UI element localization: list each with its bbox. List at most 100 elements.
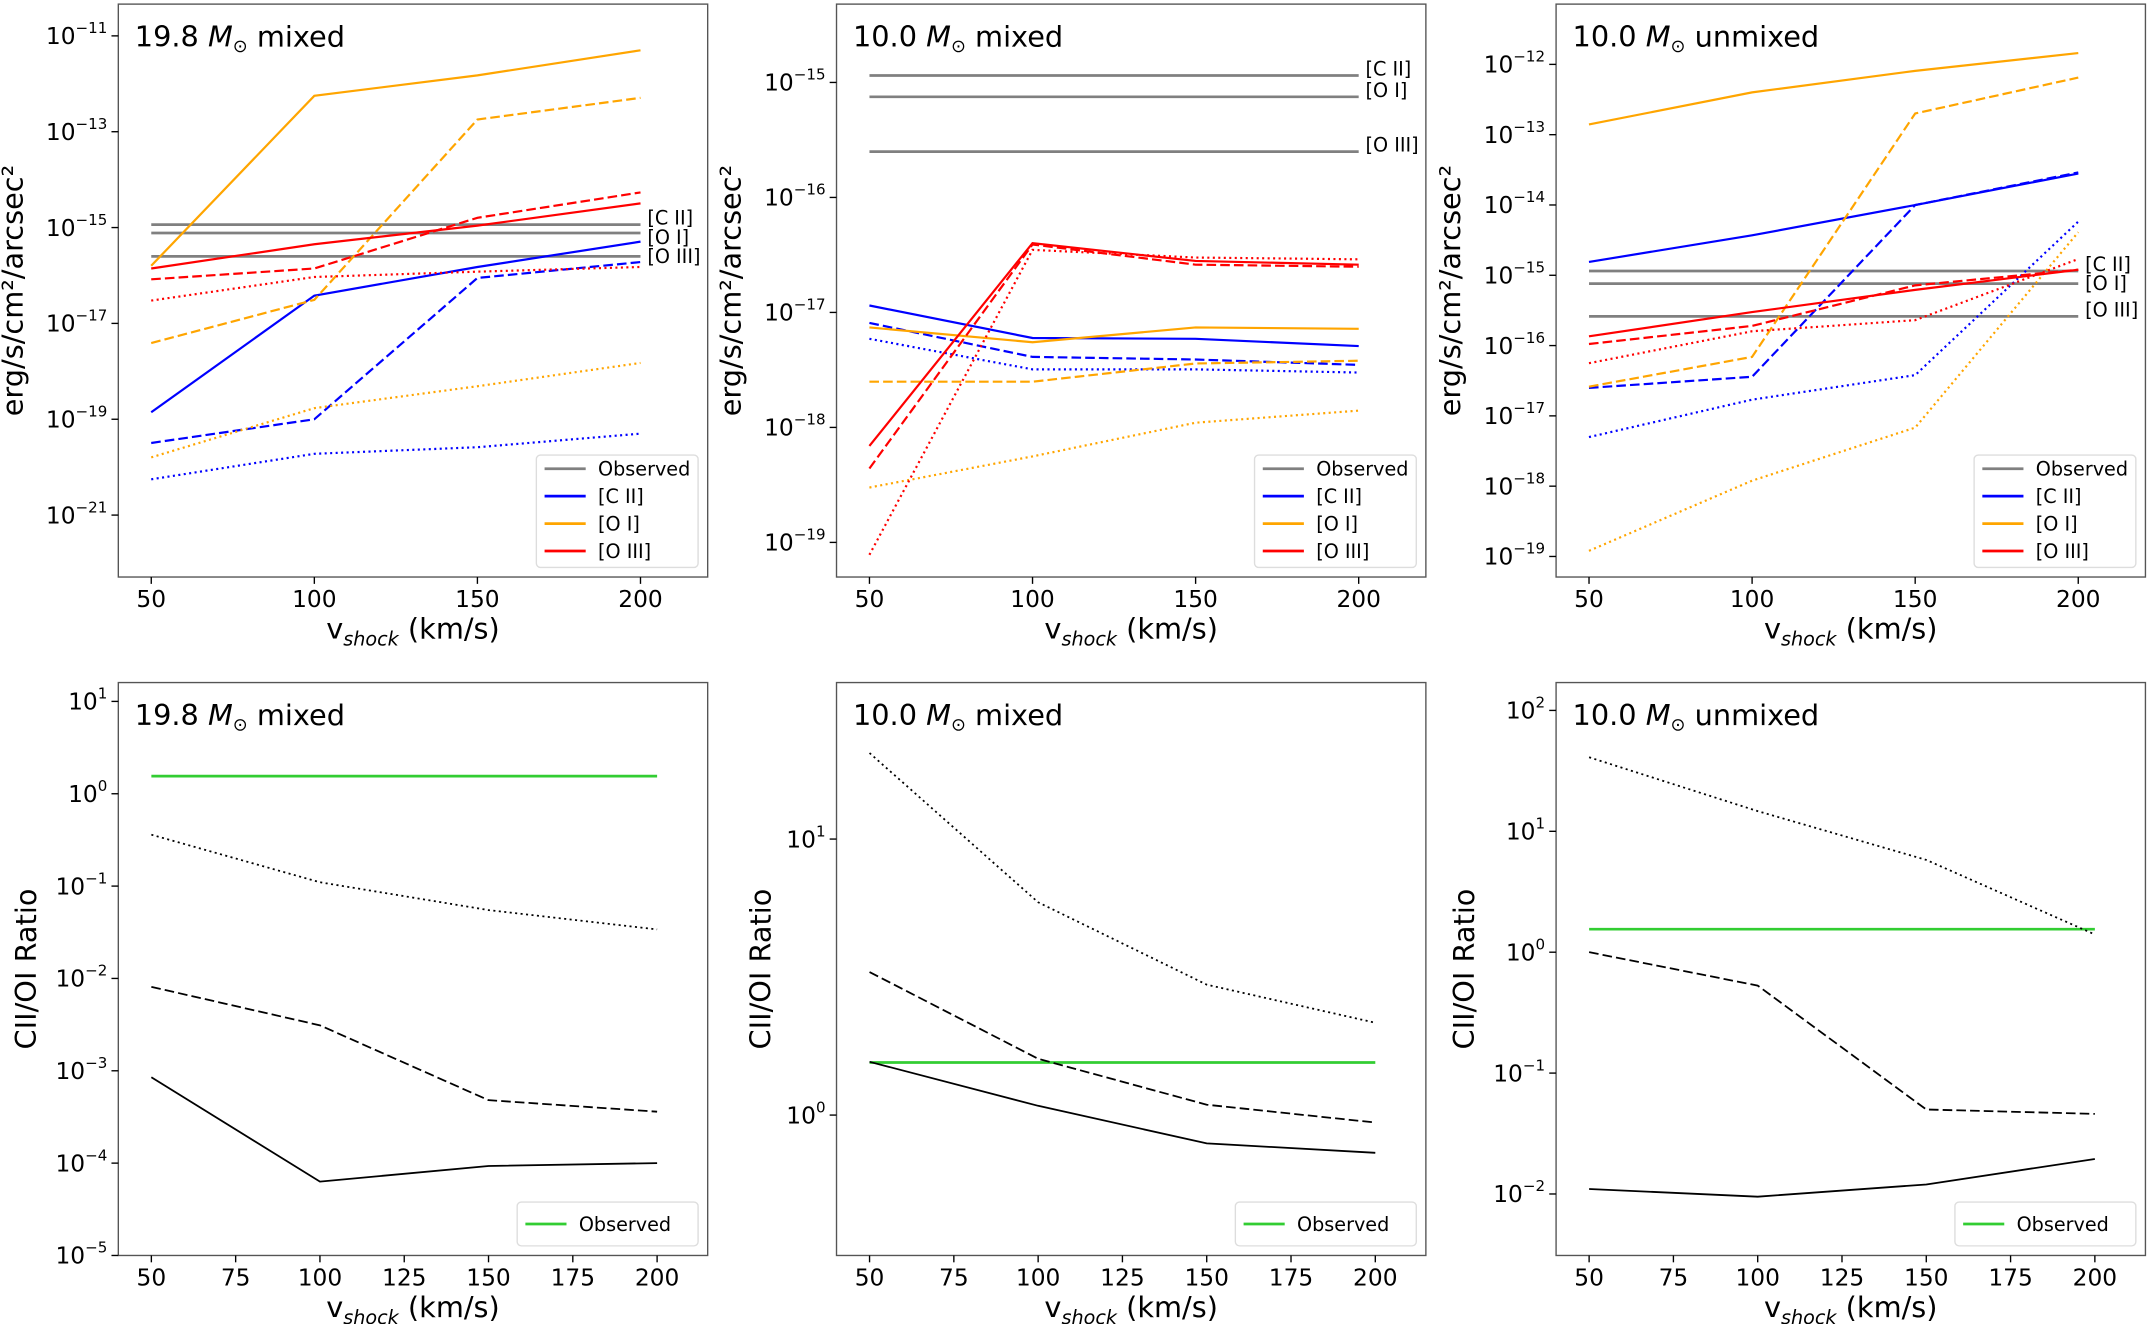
- x-label-unit: (km/s): [1117, 612, 1218, 646]
- y-tick-label: 10−15: [46, 211, 107, 242]
- series-line-oiii-solid: [1588, 268, 2079, 338]
- x-tick-label: 125: [1100, 1265, 1144, 1292]
- x-label-v: v: [1764, 1290, 1781, 1324]
- tick-exponent: −1: [1523, 1056, 1545, 1074]
- series-line-oiii-solid: [151, 202, 641, 270]
- title-mass: 10.0: [853, 698, 926, 732]
- series-line-oiii-dotted: [1588, 258, 2079, 365]
- tick-base: 10: [1484, 403, 1514, 430]
- observed-line-label: [C II]: [1366, 57, 1412, 80]
- x-tick-label: 50: [136, 586, 166, 613]
- subplot-title: 10.0 M⊙ mixed: [853, 20, 1063, 57]
- y-tick-label: 10−18: [1484, 469, 1545, 500]
- series-line-cii-dotted: [1588, 220, 2080, 439]
- tick-exponent: −2: [1523, 1177, 1545, 1195]
- tick-base: 10: [1506, 939, 1536, 966]
- x-tick-label: 150: [1893, 586, 1937, 613]
- x-label-v: v: [1764, 612, 1781, 646]
- title-mass-symbol: M: [1646, 20, 1671, 54]
- legend: Observed [C II] [O I] [O III]: [535, 454, 699, 569]
- y-tick-label: 100: [1506, 935, 1545, 966]
- legend-label: [O I]: [598, 512, 640, 535]
- tick-exponent: −18: [1513, 469, 1545, 487]
- y-tick-label: 10−11: [46, 19, 107, 50]
- tick-exponent: 0: [98, 777, 108, 795]
- x-axis-label: vshock (km/s): [1764, 1290, 1937, 1324]
- x-tick-label: 50: [1574, 586, 1604, 613]
- x-tick-label: 50: [1574, 1265, 1604, 1292]
- y-tick-label: 100: [786, 1098, 825, 1129]
- tick-base: 10: [55, 1058, 85, 1085]
- tick-base: 10: [764, 70, 794, 97]
- series-line-oi-dotted: [1588, 231, 2080, 552]
- title-mass: 10.0: [1573, 698, 1646, 732]
- observed-line-label: [C II]: [647, 207, 693, 230]
- subplot-bottom-left: 50 75 100 125 150 175 20010110010−110−210−310−…: [9, 681, 709, 1324]
- tick-exponent: −19: [794, 526, 826, 544]
- y-tick-label: 10−14: [1484, 188, 1545, 219]
- y-axis-label: erg/s/cm²/arcsec²: [714, 165, 748, 416]
- subplot-bottom-right: 50 75 100 125 150 175 20010210110010−110−210.0…: [1447, 681, 2147, 1324]
- observed-line-label: [O I]: [2085, 272, 2127, 295]
- axes-frame: [1555, 681, 2147, 1257]
- x-label-subscript: shock: [1061, 628, 1117, 651]
- y-tick-label: 10−16: [764, 181, 825, 212]
- series-line-cii-dotted: [869, 337, 1359, 374]
- x-tick-label: 100: [1016, 1265, 1060, 1292]
- legend: Observed [C II] [O I] [O III]: [1253, 454, 1417, 569]
- tick-exponent: −11: [76, 19, 108, 37]
- legend-label: Observed: [598, 458, 690, 481]
- y-tick-label: 10−21: [46, 498, 107, 529]
- tick-exponent: −18: [794, 411, 826, 429]
- tick-base: 10: [1506, 698, 1536, 725]
- legend: Observed [C II] [O I] [O III]: [1973, 454, 2137, 569]
- legend-label: [C II]: [1316, 485, 1362, 508]
- x-label-unit: (km/s): [1837, 1290, 1938, 1324]
- tick-base: 10: [1506, 819, 1536, 846]
- y-tick-label: 10−15: [764, 66, 825, 97]
- x-tick-label: 50: [855, 1265, 885, 1292]
- tick-base: 10: [1493, 1060, 1523, 1087]
- series-line-cii-dotted: [151, 432, 641, 481]
- tick-base: 10: [55, 1243, 85, 1270]
- x-tick-label: 100: [298, 1265, 342, 1292]
- series-line-cii-dashed: [151, 260, 641, 445]
- y-tick-label: 10−17: [1484, 399, 1545, 430]
- tick-exponent: −12: [1513, 48, 1545, 66]
- x-label-v: v: [326, 1290, 343, 1324]
- legend-frame: [1973, 454, 2137, 569]
- series-line-oiii-dashed: [868, 243, 1359, 470]
- sun-symbol-icon: ⊙: [233, 36, 248, 57]
- series-line-ratio-solid: [869, 1060, 1376, 1154]
- y-axis-label: erg/s/cm²/arcsec²: [0, 165, 29, 416]
- legend-label: [O I]: [2036, 512, 2078, 535]
- legend-label: [C II]: [2036, 485, 2082, 508]
- plot-area: [868, 752, 1376, 1154]
- subplot-title: 19.8 M⊙ mixed: [135, 20, 345, 57]
- tick-base: 10: [1484, 333, 1514, 360]
- legend: Observed: [1954, 1201, 2137, 1247]
- legend-label: Observed: [579, 1213, 671, 1236]
- tick-exponent: 0: [1536, 935, 1546, 953]
- observed-line-label: [C II]: [2085, 253, 2131, 276]
- subplot-title: 19.8 M⊙ mixed: [135, 698, 345, 735]
- title-mass-symbol: M: [208, 698, 233, 732]
- series-line-oi-dashed: [869, 359, 1359, 383]
- tick-base: 10: [764, 415, 794, 442]
- x-label-v: v: [1044, 1290, 1061, 1324]
- x-tick-label: 75: [1659, 1265, 1689, 1292]
- x-axis-label: vshock (km/s): [1044, 1290, 1218, 1324]
- tick-base: 10: [1493, 1181, 1523, 1208]
- series-line-cii-solid: [150, 240, 641, 414]
- series-line-cii-solid: [869, 304, 1359, 348]
- x-tick-label: 200: [618, 586, 662, 613]
- tick-base: 10: [46, 311, 76, 338]
- x-label-subscript: shock: [343, 1306, 399, 1324]
- plot-area: [1588, 756, 2096, 1198]
- title-mass: 10.0: [1573, 20, 1646, 54]
- x-label-subscript: shock: [1061, 1306, 1117, 1324]
- x-label-v: v: [326, 612, 343, 646]
- series-line-oi-dashed: [150, 96, 641, 345]
- tick-exponent: −2: [85, 962, 107, 980]
- title-mass: 10.0: [853, 20, 926, 54]
